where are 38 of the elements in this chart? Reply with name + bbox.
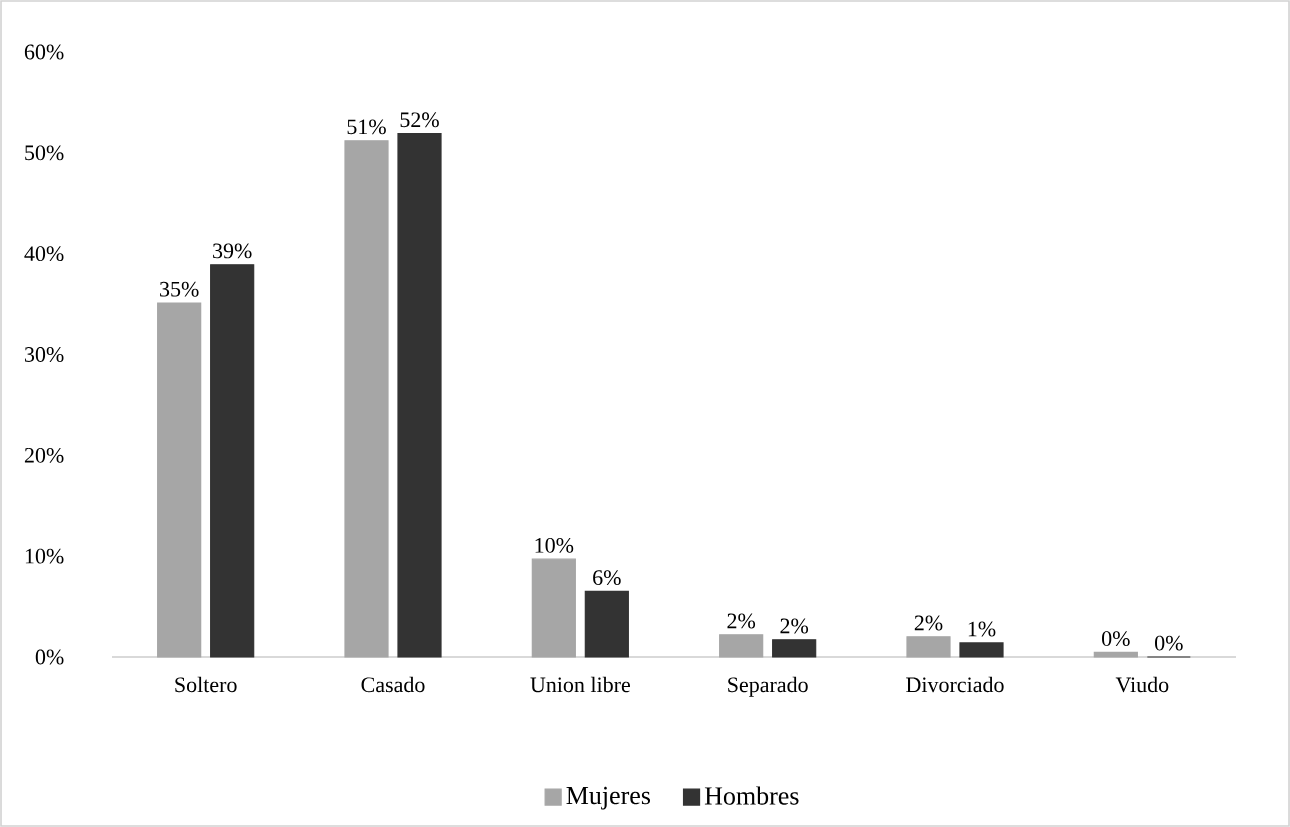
data-label: 2%: [780, 618, 809, 634]
data-label: 2%: [914, 615, 943, 631]
data-label: 2%: [727, 613, 756, 629]
legend-label: Hombres: [704, 786, 799, 805]
bar: [906, 636, 951, 658]
data-label: 52%: [400, 112, 439, 128]
bar: [397, 133, 442, 658]
bar: [344, 140, 389, 658]
y-tick-label: 30%: [25, 347, 64, 362]
y-tick-label: 0%: [35, 649, 64, 665]
bar: [157, 302, 202, 658]
y-tick-label: 20%: [24, 447, 64, 463]
data-label: 39%: [213, 243, 252, 259]
bar: [531, 558, 576, 658]
x-tick-label: Soltero: [175, 676, 237, 693]
y-tick-label: 50%: [25, 145, 64, 161]
data-label: 51%: [347, 119, 386, 135]
x-tick-label: Casado: [361, 676, 425, 693]
bar: [719, 634, 764, 658]
bar: [584, 590, 629, 658]
x-tick-label: Divorciado: [906, 676, 1004, 693]
y-tick-label: 40%: [24, 246, 64, 262]
y-tick-label: 60%: [24, 44, 64, 60]
legend-label: Mujeres: [566, 786, 651, 810]
x-tick-label: Union libre: [530, 676, 630, 693]
data-label: 6%: [593, 570, 621, 586]
bar: [959, 642, 1004, 658]
data-label: 1%: [968, 621, 996, 637]
bar: [1093, 651, 1138, 658]
bar: [772, 639, 817, 658]
x-tick-label: Separado: [728, 676, 808, 697]
data-label: 0%: [1102, 631, 1130, 647]
x-tick-label: Viudo: [1115, 676, 1169, 693]
data-label: 0%: [1155, 635, 1183, 651]
data-label: 10%: [535, 537, 574, 553]
bar: [210, 264, 255, 658]
y-tick-label: 10%: [25, 548, 64, 564]
data-label: 35%: [160, 281, 199, 297]
